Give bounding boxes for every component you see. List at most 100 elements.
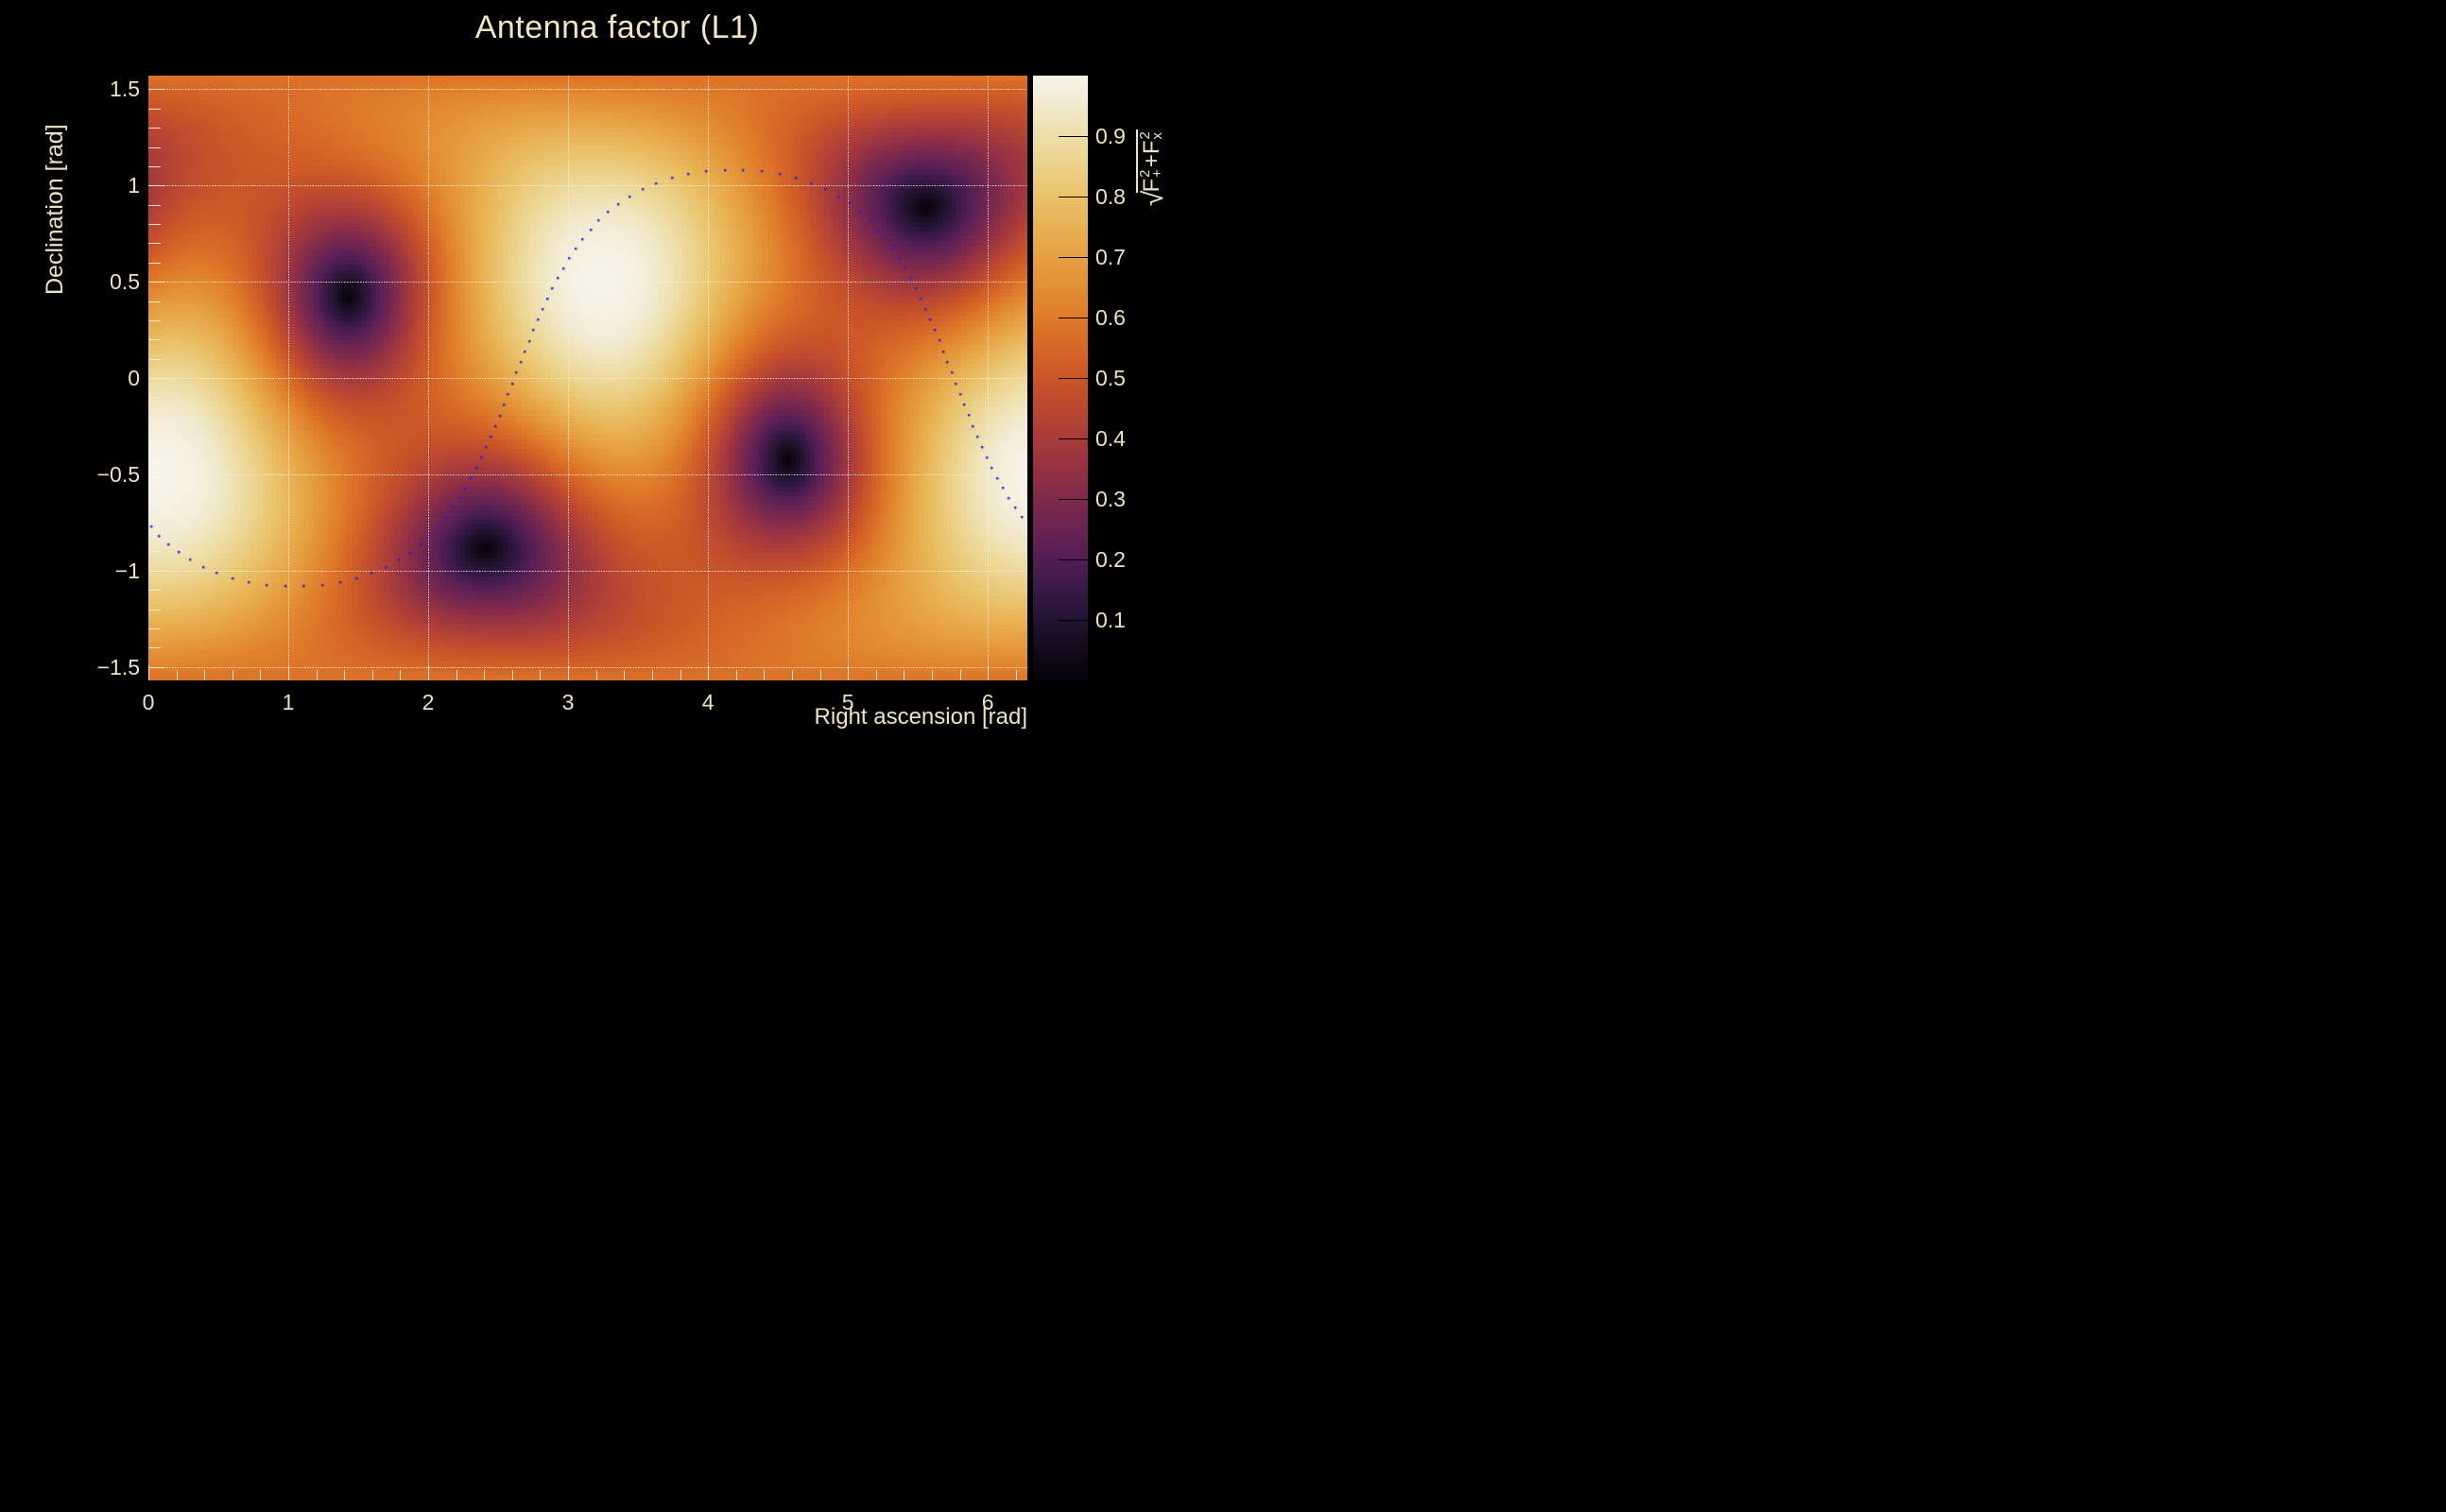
colorbar-tick-label: 0.7 [1095,245,1126,269]
x-major-tick [428,665,429,680]
y-minor-tick [148,627,161,629]
colorbar-tick-mark [1059,378,1088,379]
x-minor-tick [400,670,402,680]
y-minor-tick [148,319,161,321]
colorbar-tick-label: 0.8 [1095,184,1126,209]
y-minor-tick [148,339,161,341]
colorbar-tick-mark [1059,499,1088,500]
y-tick-label: −1 [114,558,140,583]
x-major-tick [708,665,710,680]
y-major-tick [148,666,165,668]
y-minor-tick [148,224,161,225]
x-major-tick [988,665,990,680]
y-major-tick [148,473,165,475]
x-tick-label: 6 [981,690,994,714]
x-minor-tick [1015,670,1017,680]
y-minor-tick [148,532,161,533]
x-major-tick [288,665,289,680]
y-minor-tick [148,455,161,456]
y-tick-label: 1.5 [110,77,140,102]
y-axis-title: Declination [rad] [42,124,68,295]
y-minor-tick [148,358,161,360]
y-tick-label: 1 [128,173,140,198]
y-major-tick [148,282,165,284]
y-minor-tick [148,243,161,245]
y-minor-tick [148,416,161,418]
x-minor-tick [680,670,681,680]
plot-area [148,76,1027,680]
x-minor-tick [931,670,933,680]
f-plus-exponents: 2 + [1138,169,1165,178]
y-minor-tick [148,108,161,110]
y-minor-tick [148,493,161,495]
x-minor-tick [344,670,346,680]
y-minor-tick [148,590,161,592]
colorbar-tick-mark [1059,257,1088,258]
x-tick-label: 1 [282,690,295,714]
colorbar-tick-label: 0.4 [1095,426,1126,451]
x-major-tick [148,665,149,680]
y-minor-tick [148,146,161,148]
y-minor-tick [148,647,161,649]
colorbar-tick-mark [1059,438,1088,439]
x-minor-tick [484,670,486,680]
x-tick-label: 0 [142,690,155,714]
y-minor-tick [148,165,161,167]
x-minor-tick [875,670,877,680]
colorbar-tick-mark [1059,197,1088,198]
y-tick-label: 0.5 [110,269,140,295]
y-minor-tick [148,397,161,399]
x-minor-tick [819,670,821,680]
colorbar-tick-mark [1059,136,1088,137]
y-major-tick [148,89,165,91]
x-minor-tick [316,670,318,680]
y-minor-tick [148,512,161,514]
x-minor-tick [511,670,513,680]
x-major-tick [568,665,569,680]
x-minor-tick [735,670,737,680]
x-minor-tick [371,670,373,680]
x-tick-label: 2 [422,690,435,714]
y-tick-label: 0 [128,366,140,390]
y-minor-tick [148,204,161,206]
scatter-track-canvas [148,76,1027,680]
y-minor-tick [148,128,161,129]
x-minor-tick [624,670,626,680]
y-minor-tick [148,436,161,438]
colorbar-tick-label: 0.3 [1095,487,1126,511]
y-minor-tick [148,551,161,553]
x-minor-tick [764,670,766,680]
root-canvas: Antenna factor (L1) 0 1 2 3 4 5 6 −1.5 −1 −0.5 0 0… [0,0,1223,756]
y-minor-tick [148,301,161,302]
x-minor-tick [204,670,206,680]
x-tick-label: 3 [561,690,575,714]
colorbar-tick-mark [1059,559,1088,560]
y-major-tick [148,185,165,187]
y-tick-label: −0.5 [96,461,140,487]
x-minor-tick [595,670,597,680]
y-tick-label: −1.5 [96,654,140,679]
radical-sign: √ [1138,190,1169,206]
colorbar-tick-label: 0.2 [1095,547,1126,572]
colorbar-tick-label: 0.6 [1095,305,1126,330]
x-minor-tick [456,670,457,680]
y-major-tick [148,378,165,379]
y-minor-tick [148,262,161,264]
x-major-tick [848,665,850,680]
colorbar-tick-label: 0.1 [1095,608,1126,632]
colorbar-tick-label: 0.5 [1095,366,1126,390]
x-minor-tick [791,670,793,680]
x-axis-title: Right ascension [rad] [814,704,1027,730]
x-tick-label: 4 [701,690,715,714]
x-tick-label: 5 [841,690,854,714]
x-minor-tick [959,670,961,680]
x-minor-tick [540,670,542,680]
colorbar-tick-mark [1059,620,1088,621]
x-minor-tick [260,670,262,680]
page-title: Antenna factor (L1) [474,9,760,45]
colorbar-tick-label: 0.9 [1095,124,1126,148]
x-minor-tick [651,670,653,680]
